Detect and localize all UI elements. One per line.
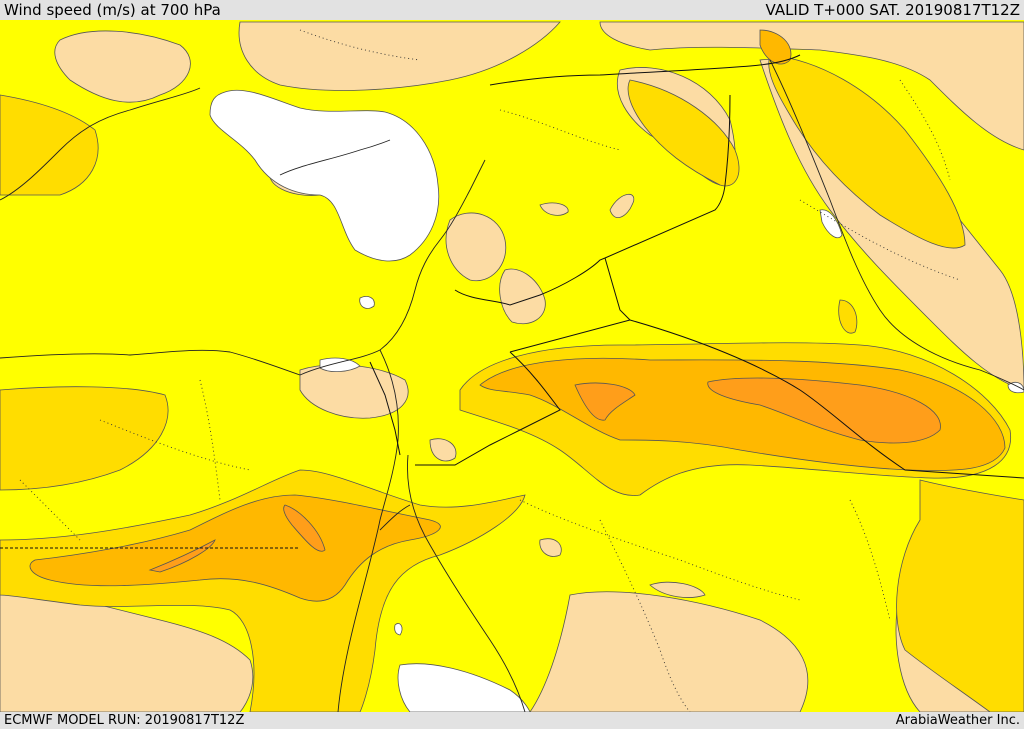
low-wind-area-north-iraq — [599, 21, 1024, 151]
country-borders — [0, 54, 1024, 549]
low-wind-area-turkey — [238, 21, 561, 91]
coastline-med-south — [0, 159, 486, 376]
jet-core-west — [574, 382, 636, 421]
jet-core-iraq — [707, 377, 941, 444]
moderate-wind-area-iraq-north — [768, 54, 966, 249]
low-wind-area-aegean — [54, 30, 191, 103]
coastline-aqaba — [379, 504, 411, 531]
coastline-red-sea-west — [337, 349, 399, 712]
calm-area-asir — [397, 663, 531, 712]
low-wind-area-hejaz — [539, 538, 562, 557]
low-wind-area-arabia-south — [529, 591, 809, 712]
admin-border-2 — [499, 109, 621, 151]
low-wind-area-syria-south — [499, 268, 546, 325]
calm-area-east-med — [209, 89, 440, 262]
coastline-cyprus — [279, 139, 391, 176]
admin-border-3 — [99, 419, 251, 471]
map-canvas — [0, 20, 1024, 712]
jet-core-sudan — [148, 539, 216, 573]
border-iraq-saudi — [629, 319, 1024, 479]
admin-border-9 — [19, 479, 81, 541]
calm-areas — [209, 89, 1024, 712]
wind-speed-map — [0, 20, 1024, 712]
admin-border-7 — [849, 499, 891, 621]
header-bar: Wind speed (m/s) at 700 hPa VALID T+000 … — [0, 0, 1024, 20]
jet-core-areas — [148, 377, 941, 573]
coastlines — [0, 59, 1024, 712]
low-wind-area-anbar — [609, 193, 635, 219]
low-wind-area-sinai — [429, 438, 457, 462]
moderate-wind-area-gulf — [896, 479, 1024, 712]
moderate-wind-area-west — [0, 94, 99, 196]
admin-border-6 — [599, 519, 691, 712]
border-turkey-syria — [489, 54, 801, 86]
calm-area-iraq — [819, 209, 843, 239]
moderate-wind-area-kuwait — [838, 299, 858, 334]
low-wind-area-iraq-west — [539, 202, 569, 216]
coastline-gulf-north — [769, 59, 1024, 391]
border-egypt-israel — [369, 361, 401, 456]
valid-time: VALID T+000 SAT. 20190817T12Z — [765, 1, 1020, 19]
admin-borders — [19, 29, 961, 712]
admin-border-5 — [799, 199, 961, 281]
strong-wind-area-north — [759, 29, 792, 65]
low-wind-area-nafud — [649, 581, 706, 598]
brand-label: ArabiaWeather Inc. — [895, 713, 1020, 728]
border-jordan-iraq — [509, 257, 631, 353]
jet-core-red-sea — [283, 504, 326, 552]
calm-area-gulf — [1007, 381, 1024, 394]
model-run-label: ECMWF MODEL RUN: 20190817T12Z — [4, 713, 245, 728]
moderate-wind-area-libya — [0, 386, 169, 491]
footer-bar: ECMWF MODEL RUN: 20190817T12Z ArabiaWeat… — [0, 712, 1024, 729]
calm-area-red-sea — [394, 623, 403, 636]
coastline-red-sea-east — [407, 454, 526, 712]
map-title: Wind speed (m/s) at 700 hPa — [4, 1, 221, 19]
admin-border-8 — [199, 379, 221, 501]
low-wind-area-lebanon — [445, 212, 507, 282]
calm-area-delta — [319, 357, 361, 372]
calm-area-sea — [359, 296, 375, 309]
coastline-aegean — [0, 87, 201, 201]
moderate-wind-area-east-syria — [627, 79, 740, 187]
border-jordan-saudi — [415, 351, 561, 466]
